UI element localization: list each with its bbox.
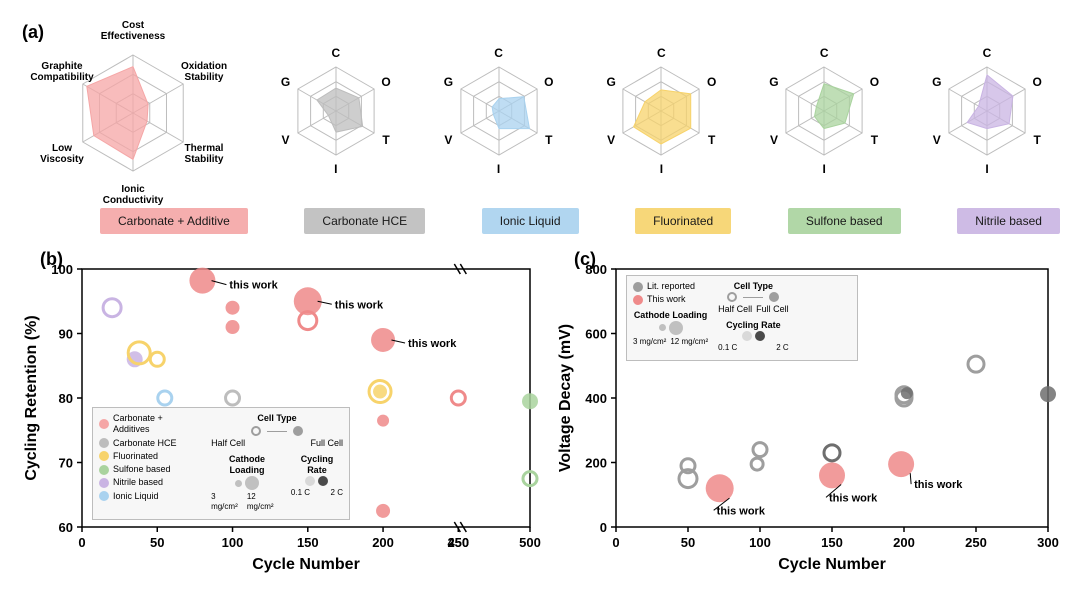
panel-b-legend-box: Carbonate + Additives Carbonate HCE Fluori… [92, 407, 350, 520]
radar-axis-label: O [381, 75, 390, 89]
legend-item-label: Sulfone based [113, 464, 171, 475]
panel-a-legend: Carbonate + Additive Carbonate HCE Ionic L… [100, 205, 1060, 237]
panel-b: (b) 05010015020025045050060708090100Cycl… [20, 255, 544, 575]
radar-axis-label: V [933, 133, 941, 147]
radar-axis-label: T [871, 133, 878, 147]
radar-axis-label: I [660, 162, 663, 176]
radar-axis-label: G [769, 75, 778, 89]
svg-text:400: 400 [585, 391, 607, 406]
radar-axis-label: T [382, 133, 389, 147]
svg-text:80: 80 [59, 391, 73, 406]
panel-b-label: (b) [40, 249, 63, 270]
radar-axis-label: O [544, 75, 553, 89]
radar-axis-label: V [282, 133, 290, 147]
legend-chip-2: Ionic Liquid [482, 208, 579, 234]
radar-axis-label: C [820, 46, 829, 60]
radar-axis-label: C [657, 46, 666, 60]
radar-3: C O T I V G [586, 36, 736, 186]
radar-axis-label: I [334, 162, 337, 176]
legend-chip-1: Carbonate HCE [304, 208, 425, 234]
radar-axis-label: O [1033, 75, 1042, 89]
radar-0: CostEffectiveness OxidationStability Therm… [18, 22, 248, 192]
svg-text:0: 0 [600, 520, 607, 535]
legend-chip-4: Sulfone based [788, 208, 901, 234]
radar-axis-label: G [281, 75, 290, 89]
svg-text:Cycle Number: Cycle Number [778, 556, 886, 573]
svg-text:300: 300 [1037, 535, 1059, 550]
svg-text:this work: this work [914, 479, 963, 491]
svg-text:200: 200 [893, 535, 915, 550]
radar-axis-label: GraphiteCompatibility [30, 61, 93, 83]
svg-text:Cycling Retention (%): Cycling Retention (%) [23, 315, 40, 480]
legend-item-label: Ionic Liquid [113, 491, 159, 502]
radar-axis-label: G [932, 75, 941, 89]
panel-c-label: (c) [574, 249, 596, 270]
svg-text:450: 450 [447, 535, 469, 550]
svg-text:50: 50 [150, 535, 164, 550]
svg-text:this work: this work [408, 338, 457, 350]
svg-text:150: 150 [821, 535, 843, 550]
radar-axis-label: CostEffectiveness [101, 20, 165, 42]
panel-c: (c) 0501001502002503000200400600800Volta… [554, 255, 1062, 575]
svg-text:90: 90 [59, 327, 73, 342]
svg-text:Cycle Number: Cycle Number [252, 556, 360, 573]
radar-axis-label: OxidationStability [181, 61, 227, 83]
svg-text:60: 60 [59, 520, 73, 535]
radar-axis-label: V [770, 133, 778, 147]
radar-1: C O T I V G [261, 36, 411, 186]
legend-chip-3: Fluorinated [635, 208, 731, 234]
svg-text:this work: this work [335, 299, 384, 311]
radar-axis-label: G [444, 75, 453, 89]
legend-chip-0: Carbonate + Additive [100, 208, 248, 234]
figure-root: (a) CostEffectivenessOxidationStabilityT… [0, 0, 1080, 590]
svg-text:100: 100 [222, 535, 244, 550]
legend-item-label: This work [647, 294, 686, 305]
svg-text:500: 500 [519, 535, 541, 550]
svg-text:100: 100 [749, 535, 771, 550]
svg-text:0: 0 [78, 535, 85, 550]
radar-axis-label: V [607, 133, 615, 147]
panel-c-legend-box: Lit. reportedThis workCathode Loading3 m… [626, 275, 858, 361]
radar-axis-label: C [983, 46, 992, 60]
svg-text:this work: this work [829, 492, 878, 504]
radar-axis-label: ThermalStability [185, 143, 224, 165]
radar-4: C O T I V G [749, 36, 899, 186]
svg-text:this work: this work [229, 280, 278, 292]
radar-axis-label: I [823, 162, 826, 176]
svg-text:50: 50 [681, 535, 695, 550]
legend-item-label: Lit. reported [647, 281, 695, 292]
legend-item-label: Fluorinated [113, 451, 158, 462]
svg-text:this work: this work [717, 505, 766, 517]
legend-item-label: Carbonate HCE [113, 438, 177, 449]
radar-5: C O T I V G [912, 36, 1062, 186]
radar-axis-label: C [494, 46, 503, 60]
radar-axis-label: O [707, 75, 716, 89]
svg-text:200: 200 [585, 456, 607, 471]
legend-chip-5: Nitrile based [957, 208, 1060, 234]
radar-axis-label: T [545, 133, 552, 147]
svg-text:0: 0 [612, 535, 619, 550]
radar-2: C O T I V G [424, 36, 574, 186]
legend-item-label: Carbonate + Additives [113, 413, 197, 436]
panel-a-radars: CostEffectiveness OxidationStability Therm… [18, 22, 1062, 194]
radar-axis-label: LowViscosity [40, 143, 84, 165]
svg-text:150: 150 [297, 535, 319, 550]
radar-axis-label: T [1034, 133, 1041, 147]
radar-axis-label: G [606, 75, 615, 89]
radar-axis-label: I [985, 162, 988, 176]
svg-text:200: 200 [372, 535, 394, 550]
radar-axis-label: I [497, 162, 500, 176]
radar-axis-label: C [331, 46, 340, 60]
legend-item-label: Nitrile based [113, 477, 163, 488]
svg-text:250: 250 [965, 535, 987, 550]
radar-axis-label: O [870, 75, 879, 89]
svg-text:Voltage Decay (mV): Voltage Decay (mV) [557, 324, 574, 472]
svg-text:600: 600 [585, 327, 607, 342]
radar-axis-label: T [708, 133, 715, 147]
svg-text:70: 70 [59, 456, 73, 471]
radar-axis-label: IonicConductivity [103, 184, 164, 206]
radar-axis-label: V [444, 133, 452, 147]
